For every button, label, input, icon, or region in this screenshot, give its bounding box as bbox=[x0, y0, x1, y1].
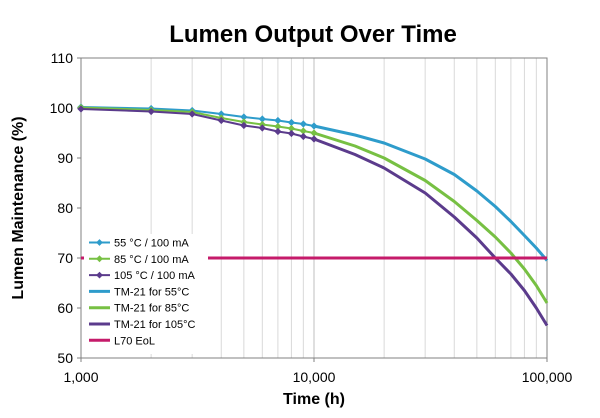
legend-label: 55 °C / 100 mA bbox=[114, 238, 189, 250]
data-point bbox=[299, 127, 307, 135]
data-point bbox=[77, 105, 85, 113]
data-point bbox=[188, 110, 196, 118]
legend: 55 °C / 100 mA 85 °C / 100 mA 105 °C / 100… bbox=[84, 234, 208, 354]
y-tick-label: 110 bbox=[51, 50, 74, 66]
x-tick-label: 1,000 bbox=[63, 369, 98, 385]
data-point bbox=[258, 124, 266, 132]
series-line-105-c-100-ma bbox=[80, 108, 315, 140]
legend-marker bbox=[96, 239, 103, 246]
chart-title: Lumen Output Over Time bbox=[169, 21, 457, 48]
data-point bbox=[240, 121, 248, 130]
legend-label: 85 °C / 100 mA bbox=[114, 254, 189, 266]
legend-background bbox=[84, 234, 208, 354]
legend-marker bbox=[96, 255, 103, 263]
legend-label: TM-21 for 85°C bbox=[114, 303, 189, 315]
series-line-tm-21-for-85-c bbox=[313, 131, 549, 304]
y-tick-label: 90 bbox=[57, 150, 73, 166]
data-point bbox=[274, 122, 282, 131]
y-axis-ticks: 50 60 70 80 90 100 110 bbox=[50, 50, 81, 366]
data-point bbox=[287, 129, 296, 138]
legend-item: TM-21 for 105°C bbox=[89, 319, 195, 331]
data-point bbox=[287, 124, 296, 133]
legend-item: 55 °C / 100 mA bbox=[89, 238, 189, 250]
data-point bbox=[310, 135, 318, 143]
data-point bbox=[299, 120, 307, 128]
y-tick-label: 80 bbox=[57, 200, 73, 216]
legend-item: TM-21 for 55°C bbox=[89, 286, 189, 298]
y-tick-label: 60 bbox=[57, 300, 73, 316]
x-axis-ticks: 1,000 10,000 100,000 bbox=[63, 358, 573, 385]
legend-label: 105 °C / 100 mA bbox=[114, 270, 195, 282]
data-point bbox=[258, 115, 266, 123]
legend-item: TM-21 for 85°C bbox=[89, 303, 189, 315]
data-point bbox=[310, 129, 318, 137]
data-point bbox=[274, 127, 282, 136]
data-point bbox=[147, 107, 155, 116]
y-tick-label: 100 bbox=[50, 100, 74, 116]
legend-label: TM-21 for 55°C bbox=[114, 286, 189, 298]
series-line-tm-21-for-105-c bbox=[313, 137, 549, 327]
legend-label: TM-21 for 105°C bbox=[114, 319, 195, 331]
data-point bbox=[299, 132, 307, 141]
series-line-55-c-100-ma bbox=[80, 106, 315, 127]
data-point bbox=[274, 116, 282, 125]
legend-item: 105 °C / 100 mA bbox=[89, 270, 195, 282]
data-point bbox=[310, 122, 318, 130]
legend-marker bbox=[96, 271, 103, 279]
x-tick-label: 10,000 bbox=[293, 369, 336, 385]
data-point bbox=[287, 118, 296, 127]
data-point bbox=[240, 113, 248, 121]
grid-lines bbox=[150, 58, 548, 358]
series-line-tm-21-for-55-c bbox=[313, 124, 549, 262]
y-axis-label: Lumen Maintenance (%) bbox=[10, 116, 27, 299]
legend-label: L70 EoL bbox=[114, 335, 155, 347]
x-tick-label: 100,000 bbox=[522, 369, 573, 385]
data-point bbox=[217, 116, 225, 125]
data-point bbox=[217, 110, 225, 118]
y-tick-label: 50 bbox=[57, 350, 73, 366]
x-axis-label: Time (h) bbox=[283, 391, 345, 408]
series-line-85-c-100-ma bbox=[80, 106, 315, 134]
legend-item: 85 °C / 100 mA bbox=[89, 254, 189, 266]
series-layer bbox=[77, 103, 549, 327]
y-tick-label: 70 bbox=[57, 250, 73, 266]
legend-item: L70 EoL bbox=[89, 335, 155, 347]
